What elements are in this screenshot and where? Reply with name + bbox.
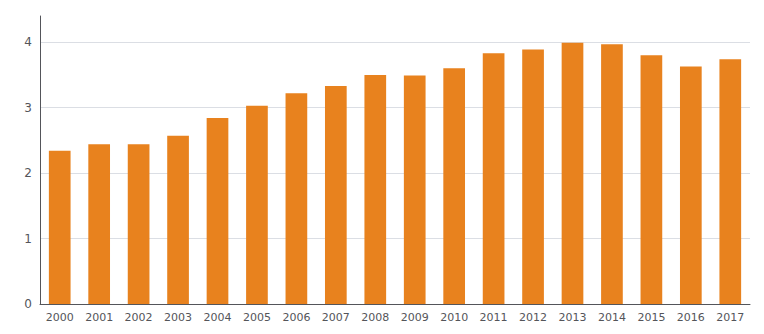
svg-text:2001: 2001 <box>85 311 113 324</box>
svg-text:2006: 2006 <box>282 311 310 324</box>
svg-text:2004: 2004 <box>204 311 232 324</box>
svg-text:1: 1 <box>24 232 32 246</box>
svg-text:2016: 2016 <box>677 311 705 324</box>
svg-text:2014: 2014 <box>598 311 626 324</box>
svg-text:2017: 2017 <box>716 311 744 324</box>
svg-text:2: 2 <box>24 166 32 180</box>
svg-text:2015: 2015 <box>637 311 665 324</box>
svg-text:2003: 2003 <box>164 311 192 324</box>
svg-text:2013: 2013 <box>559 311 587 324</box>
svg-text:2012: 2012 <box>519 311 547 324</box>
svg-text:4: 4 <box>24 35 32 49</box>
svg-text:2010: 2010 <box>440 311 468 324</box>
svg-text:2007: 2007 <box>322 311 350 324</box>
svg-text:2008: 2008 <box>361 311 389 324</box>
svg-text:2009: 2009 <box>401 311 429 324</box>
svg-text:2005: 2005 <box>243 311 271 324</box>
svg-text:2002: 2002 <box>125 311 153 324</box>
svg-text:0: 0 <box>24 297 32 311</box>
svg-text:3: 3 <box>24 101 32 115</box>
svg-text:2000: 2000 <box>46 311 74 324</box>
svg-text:2011: 2011 <box>480 311 508 324</box>
